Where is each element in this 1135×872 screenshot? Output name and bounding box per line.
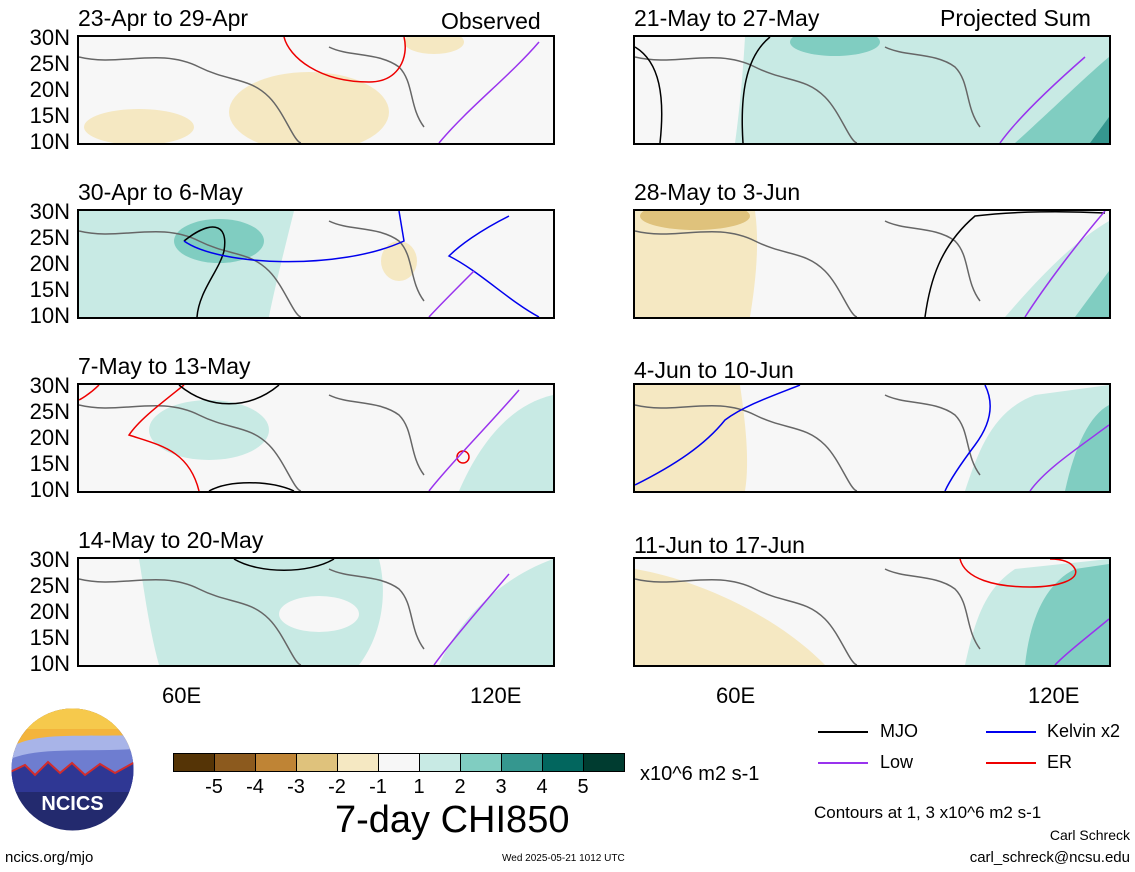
colorbar-swatch-6 (419, 753, 461, 772)
legend-swatch-er (986, 762, 1036, 764)
panel-title: 4-Jun to 10-Jun (634, 357, 794, 383)
colorbar-label: -1 (369, 776, 387, 798)
lat-label: 10N (29, 303, 70, 328)
map-right-1 (633, 209, 1111, 319)
colorbar-swatch-2 (255, 753, 297, 772)
lat-label: 20N (29, 425, 70, 450)
lat-label: 25N (29, 225, 70, 250)
lat-label: 30N (29, 547, 70, 572)
legend-label-low: Low (880, 752, 914, 772)
lat-label: 30N (29, 25, 70, 50)
map-left-1 (77, 209, 555, 319)
lat-label: 15N (29, 451, 70, 476)
lat-label: 30N (29, 373, 70, 398)
colorbar-swatch-9 (542, 753, 584, 772)
map-graphic (635, 385, 1109, 491)
lat-label: 15N (29, 625, 70, 650)
lon-label: 60E (162, 683, 202, 708)
legend-label-kelvin: Kelvin x2 (1047, 721, 1121, 741)
map-left-2 (77, 383, 555, 493)
lat-label: 10N (29, 129, 70, 154)
map-graphic (79, 37, 540, 143)
panel-title: 28-May to 3-Jun (634, 179, 801, 205)
colorbar-swatch-8 (501, 753, 543, 772)
map-graphic (79, 385, 553, 491)
map-graphic (79, 211, 540, 317)
colorbar-label: 3 (495, 776, 507, 798)
credit-author: Carl Schreck (1049, 827, 1130, 843)
lon-label: 120E (1028, 683, 1080, 708)
legend-swatch-low (818, 762, 868, 764)
lat-label: 30N (29, 199, 70, 224)
panel-title: 11-Jun to 17-Jun (634, 532, 805, 558)
lat-label: 25N (29, 573, 70, 598)
ncics-logo-graphic: NCICS (11, 708, 134, 831)
panel-note: Observed (441, 8, 541, 34)
credit-email[interactable]: carl_schreck@ncsu.edu (969, 849, 1130, 866)
panel-title: 21-May to 27-May (634, 5, 820, 31)
colorbar-units: x10^6 m2 s-1 (640, 763, 760, 785)
colorbar-swatch-5 (378, 753, 420, 772)
lat-label: 25N (29, 399, 70, 424)
colorbar-swatch-1 (214, 753, 256, 772)
map-graphic (635, 559, 1109, 665)
map-right-0 (633, 35, 1111, 145)
map-left-3 (77, 557, 555, 667)
lat-label: 10N (29, 651, 70, 676)
lat-label: 25N (29, 51, 70, 76)
logo-text: NCICS (41, 793, 103, 815)
map-graphic (635, 211, 1109, 317)
ncics-logo: NCICS (10, 707, 135, 832)
panel-title: 30-Apr to 6-May (78, 179, 243, 205)
panel-title: 7-May to 13-May (78, 353, 251, 379)
colorbar-swatch-10 (583, 753, 625, 772)
panel-title: 23-Apr to 29-Apr (78, 5, 249, 31)
map-right-3 (633, 557, 1111, 667)
lat-label: 20N (29, 77, 70, 102)
legend-swatch-kelvin (986, 731, 1036, 733)
colorbar-label: 1 (413, 776, 425, 798)
lon-label: 120E (470, 683, 522, 708)
colorbar-label: -4 (246, 776, 264, 798)
lat-label: 15N (29, 103, 70, 128)
panel-note: Projected Sum (940, 5, 1091, 31)
colorbar-swatch-3 (296, 753, 338, 772)
legend-swatch-mjo (818, 731, 868, 733)
colorbar-label: 4 (536, 776, 548, 798)
map-right-2 (633, 383, 1111, 493)
lat-label: 20N (29, 251, 70, 276)
colorbar-label: -3 (287, 776, 305, 798)
legend-label-er: ER (1047, 752, 1073, 772)
lat-label: 20N (29, 599, 70, 624)
colorbar-swatch-7 (460, 753, 502, 772)
colorbar-swatch-4 (337, 753, 379, 772)
legend-label-mjo: MJO (880, 721, 918, 741)
colorbar-label: 5 (577, 776, 589, 798)
panel-title: 14-May to 20-May (78, 527, 264, 553)
colorbar-swatch-0 (173, 753, 215, 772)
map-graphic (635, 37, 1109, 143)
colorbar-label: -5 (205, 776, 223, 798)
map-left-0 (77, 35, 555, 145)
lat-label: 15N (29, 277, 70, 302)
contours-note: Contours at 1, 3 x10^6 m2 s-1 (814, 803, 1042, 822)
colorbar-title: 7-day CHI850 (335, 799, 570, 841)
colorbar-label: 2 (454, 776, 466, 798)
lon-label: 60E (716, 683, 756, 708)
map-graphic (79, 559, 553, 665)
colorbar-label: -2 (328, 776, 346, 798)
credit-url[interactable]: ncics.org/mjo (5, 849, 94, 866)
lat-label: 10N (29, 477, 70, 502)
timestamp: Wed 2025-05-21 1012 UTC (502, 853, 625, 864)
